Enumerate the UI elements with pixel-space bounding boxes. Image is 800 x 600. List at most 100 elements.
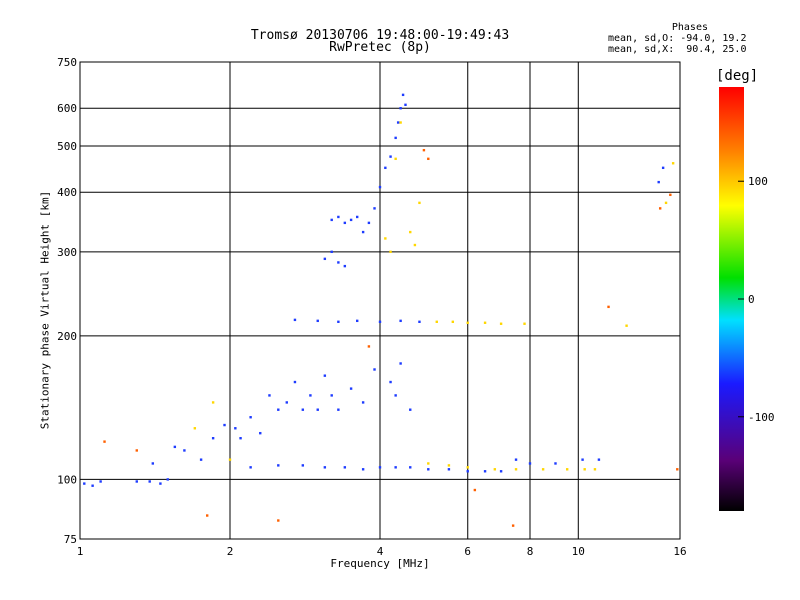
data-point <box>330 218 333 222</box>
data-point <box>394 466 397 469</box>
colorbar-tick-label: -100 <box>748 411 775 424</box>
data-point <box>277 464 280 467</box>
data-point <box>499 322 503 325</box>
data-point <box>249 416 252 419</box>
data-point <box>565 468 569 471</box>
data-point <box>473 488 477 492</box>
data-point <box>499 470 503 473</box>
data-point <box>409 230 412 234</box>
data-point <box>367 345 371 348</box>
data-point <box>409 466 412 469</box>
data-point <box>330 394 333 397</box>
data-point <box>418 320 421 323</box>
data-point <box>399 362 402 365</box>
chart-subtitle: RwPretec (8p) <box>329 40 431 55</box>
data-point <box>323 466 327 469</box>
data-point <box>554 462 557 465</box>
data-point <box>211 437 215 440</box>
data-point <box>277 408 280 411</box>
data-point <box>193 427 197 430</box>
phases-heading: Phases <box>671 22 708 33</box>
data-point <box>394 157 397 161</box>
data-point <box>285 401 288 404</box>
data-point <box>337 408 340 411</box>
data-point <box>373 207 376 210</box>
data-point <box>199 458 203 461</box>
y-tick-label: 600 <box>57 102 77 115</box>
data-point <box>378 185 382 189</box>
data-point <box>493 468 497 471</box>
data-point <box>607 305 610 309</box>
data-point <box>514 458 518 461</box>
data-point <box>435 320 438 323</box>
data-point <box>223 423 226 427</box>
y-tick-label: 750 <box>57 56 77 69</box>
data-point <box>581 458 584 461</box>
data-point <box>301 408 305 411</box>
data-point <box>399 107 402 110</box>
data-point <box>394 136 397 140</box>
data-point <box>583 468 586 471</box>
data-point <box>337 215 340 219</box>
data-point <box>211 401 215 404</box>
data-point <box>337 261 340 264</box>
data-point <box>234 427 237 430</box>
data-point <box>99 480 102 483</box>
data-point <box>316 319 319 323</box>
data-point <box>671 162 675 165</box>
x-tick-label: 4 <box>377 545 384 558</box>
data-point <box>541 468 545 471</box>
data-point <box>361 230 365 234</box>
data-point <box>135 480 138 483</box>
data-point <box>466 321 469 324</box>
data-point <box>323 257 327 261</box>
data-point <box>597 458 601 461</box>
colorbar-tick-label: 0 <box>748 293 755 306</box>
data-point <box>427 157 430 161</box>
data-point <box>413 243 417 247</box>
data-point <box>401 93 405 97</box>
data-point <box>173 445 177 449</box>
data-point <box>447 464 451 467</box>
data-point <box>148 480 151 483</box>
y-tick-label: 400 <box>57 186 77 199</box>
data-point <box>399 319 402 323</box>
data-point <box>404 103 407 107</box>
data-point <box>337 320 340 323</box>
data-point <box>367 221 371 225</box>
x-tick-label: 2 <box>227 545 234 558</box>
data-point <box>259 431 262 435</box>
data-point <box>511 524 515 527</box>
data-point <box>323 374 327 377</box>
data-point <box>483 470 487 473</box>
data-point <box>394 394 397 397</box>
data-point <box>343 221 347 225</box>
data-point <box>523 322 526 325</box>
data-point <box>249 466 252 469</box>
data-point <box>676 468 679 471</box>
y-tick-label: 100 <box>57 473 77 486</box>
chart-title: Tromsø 20130706 19:48:00-19:49:43 <box>250 28 510 43</box>
x-tick-label: 8 <box>527 545 534 558</box>
data-point <box>378 320 382 323</box>
data-point <box>483 321 487 324</box>
data-point <box>343 264 347 268</box>
data-point <box>309 394 312 397</box>
y-tick-label: 300 <box>57 246 77 259</box>
data-point <box>293 380 297 384</box>
data-point <box>103 440 106 443</box>
data-point <box>151 462 155 465</box>
data-point <box>447 468 451 471</box>
plot-frame <box>79 61 681 540</box>
x-axis-label: Frequency [MHz] <box>330 557 430 570</box>
data-point <box>427 468 430 471</box>
data-point <box>355 215 359 219</box>
data-point <box>418 201 421 205</box>
data-point <box>83 482 86 485</box>
data-point <box>664 201 668 205</box>
data-point <box>384 166 387 170</box>
data-point <box>389 155 392 158</box>
data-point <box>389 380 392 384</box>
data-point <box>528 462 532 465</box>
